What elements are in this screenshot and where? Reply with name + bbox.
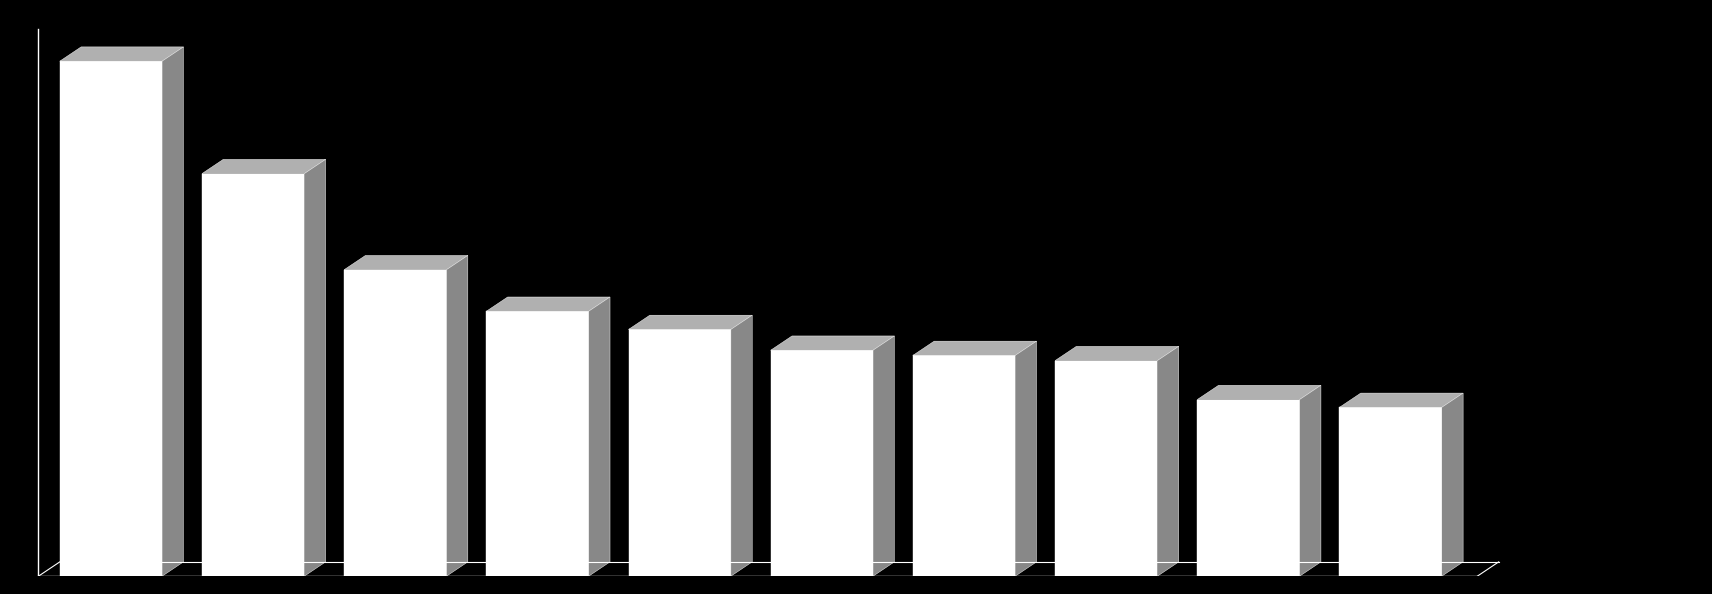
Polygon shape [305,159,325,576]
Polygon shape [912,355,1015,576]
Polygon shape [486,311,589,576]
Polygon shape [628,315,752,330]
Polygon shape [628,330,731,576]
Polygon shape [344,255,467,270]
Polygon shape [1299,386,1322,576]
Polygon shape [486,297,609,311]
Polygon shape [1339,407,1442,576]
Polygon shape [770,350,873,576]
Polygon shape [912,341,1036,355]
Polygon shape [202,173,305,576]
Polygon shape [1442,393,1464,576]
Polygon shape [1055,361,1157,576]
Polygon shape [770,336,894,350]
Polygon shape [163,47,183,576]
Polygon shape [1015,341,1036,576]
Polygon shape [1055,346,1180,361]
Polygon shape [60,61,163,576]
Polygon shape [344,270,447,576]
Polygon shape [1197,386,1322,400]
Polygon shape [589,297,609,576]
Polygon shape [1339,393,1464,407]
Polygon shape [873,336,894,576]
Polygon shape [1157,346,1180,576]
Polygon shape [447,255,467,576]
Polygon shape [731,315,752,576]
Polygon shape [202,159,325,173]
Polygon shape [1197,400,1299,576]
Polygon shape [60,47,183,61]
